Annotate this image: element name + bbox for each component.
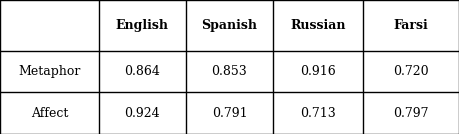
Text: English: English <box>116 19 169 32</box>
Text: Metaphor: Metaphor <box>18 65 80 78</box>
Text: Russian: Russian <box>290 19 346 32</box>
Text: 0.924: 0.924 <box>124 107 160 120</box>
Text: Farsi: Farsi <box>393 19 428 32</box>
Text: 0.916: 0.916 <box>300 65 336 78</box>
Text: Spanish: Spanish <box>202 19 257 32</box>
Text: 0.864: 0.864 <box>124 65 160 78</box>
Text: 0.720: 0.720 <box>393 65 429 78</box>
Text: Affect: Affect <box>31 107 68 120</box>
Text: 0.791: 0.791 <box>212 107 247 120</box>
Text: 0.797: 0.797 <box>393 107 429 120</box>
Text: 0.853: 0.853 <box>212 65 247 78</box>
Text: 0.713: 0.713 <box>300 107 336 120</box>
